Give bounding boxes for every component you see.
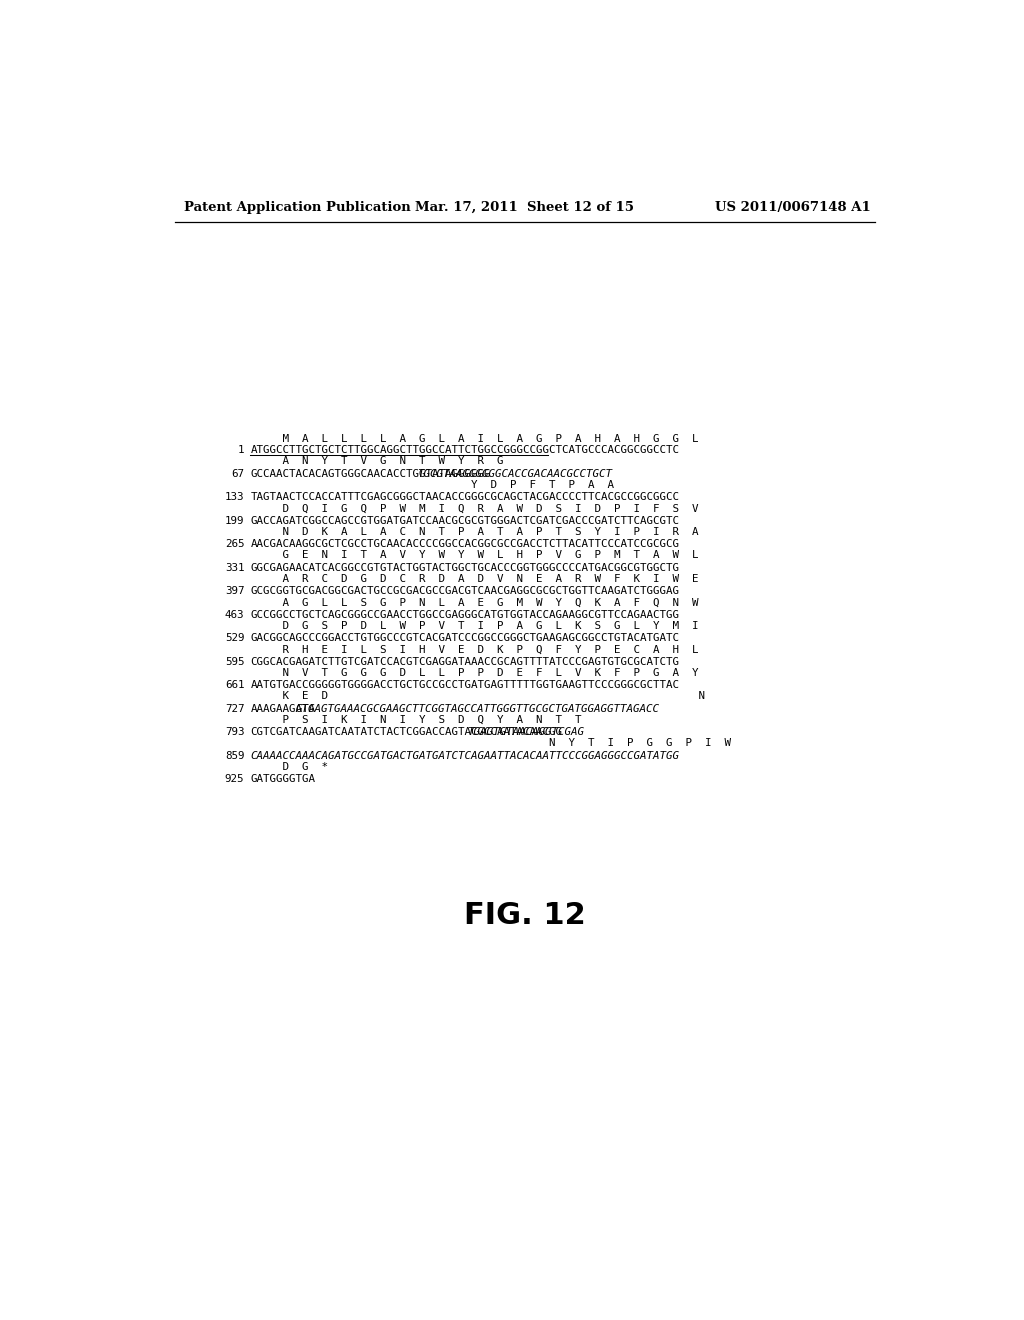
Text: GCGCGGTGCGACGGCGACTGCCGCGACGCCGACGTCAACGAGGCGCGCTGGTTCAAGATCTGGGAG: GCGCGGTGCGACGGCGACTGCCGCGACGCCGACGTCAACG… (251, 586, 680, 597)
Text: US 2011/0067148 A1: US 2011/0067148 A1 (716, 201, 871, 214)
Text: N  D  K  A  L  A  C  N  T  P  A  T  A  P  T  S  Y  I  P  I  R  A: N D K A L A C N T P A T A P T S Y I P I … (251, 527, 699, 537)
Text: Mar. 17, 2011  Sheet 12 of 15: Mar. 17, 2011 Sheet 12 of 15 (416, 201, 634, 214)
Text: AAAGAAGATA: AAAGAAGATA (251, 704, 315, 714)
Text: N  V  T  G  G  G  D  L  L  P  P  D  E  F  L  V  K  F  P  G  A  Y: N V T G G G D L L P P D E F L V K F P G … (251, 668, 699, 677)
Text: GGCGAGAACATCACGGCCGTGTACTGGTACTGGCTGCACCCGGTGGGCCCCATGACGGCGTGGCTG: GGCGAGAACATCACGGCCGTGTACTGGTACTGGCTGCACC… (251, 562, 680, 573)
Text: CGTCGATCAAGATCAATATCTACTCGGACCAGTACGCCAATACAACGG: CGTCGATCAAGATCAATATCTACTCGGACCAGTACGCCAA… (251, 727, 562, 737)
Text: P  S  I  K  I  N  I  Y  S  D  Q  Y  A  N  T  T: P S I K I N I Y S D Q Y A N T T (251, 714, 582, 725)
Text: GACCAGATCGGCCAGCCGTGGATGATCCAACGCGCGTGGGACTCGATCGACCCGATCTTCAGCGTC: GACCAGATCGGCCAGCCGTGGATGATCCAACGCGCGTGGG… (251, 516, 680, 525)
Text: 727: 727 (224, 704, 245, 714)
Text: TGCGTAAGGGGGGCACCGACAACGCCTGCT: TGCGTAAGGGGGGCACCGACAACGCCTGCT (418, 469, 612, 479)
Text: 331: 331 (224, 562, 245, 573)
Text: M  A  L  L  L  L  A  G  L  A  I  L  A  G  P  A  H  A  H  G  G  L: M A L L L L A G L A I L A G P A H A H G … (251, 434, 699, 444)
Text: 463: 463 (224, 610, 245, 619)
Text: GACGGCAGCCCGGACCTGTGGCCCGTCACGATCCCGGCCGGGCTGAAGAGCGGCCTGTACATGATC: GACGGCAGCCCGGACCTGTGGCCCGTCACGATCCCGGCCG… (251, 634, 680, 643)
Text: FIG. 12: FIG. 12 (464, 902, 586, 931)
Text: D  G  S  P  D  L  W  P  V  T  I  P  A  G  L  K  S  G  L  Y  M  I: D G S P D L W P V T I P A G L K S G L Y … (251, 620, 699, 631)
Text: A  G  L  L  S  G  P  N  L  A  E  G  M  W  Y  Q  K  A  F  Q  N  W: A G L L S G P N L A E G M W Y Q K A F Q … (251, 598, 699, 607)
Text: Patent Application Publication: Patent Application Publication (183, 201, 411, 214)
Text: TGAGTGTAACAGGTCGAG: TGAGTGTAACAGGTCGAG (467, 727, 584, 737)
Text: 1: 1 (238, 445, 245, 455)
Text: 859: 859 (224, 751, 245, 760)
Text: N  Y  T  I  P  G  G  P  I  W: N Y T I P G G P I W (251, 738, 731, 748)
Text: GCCAACTACACAGTGGGCAACACCTGGTATAGGGGGG: GCCAACTACACAGTGGGCAACACCTGGTATAGGGGGG (251, 469, 490, 479)
Text: 199: 199 (224, 516, 245, 525)
Text: Y  D  P  F  T  P  A  A: Y D P F T P A A (251, 480, 614, 490)
Text: D  Q  I  G  Q  P  W  M  I  Q  R  A  W  D  S  I  D  P  I  F  S  V: D Q I G Q P W M I Q R A W D S I D P I F … (251, 503, 699, 513)
Text: AACGACAAGGCGCTCGCCTGCAACACCCCGGCCACGGCGCCGACCTCTTACATTCCCATCCGCGCG: AACGACAAGGCGCTCGCCTGCAACACCCCGGCCACGGCGC… (251, 539, 680, 549)
Text: GCCGGCCTGCTCAGCGGGCCGAACCTGGCCGAGGGCATGTGGTACCAGAAGGCGTTCCAGAACTGG: GCCGGCCTGCTCAGCGGGCCGAACCTGGCCGAGGGCATGT… (251, 610, 680, 619)
Text: K  E  D                                                         N: K E D N (251, 692, 706, 701)
Text: GATGGGGTGA: GATGGGGTGA (251, 774, 315, 784)
Text: CAAAACCAAACAGATGCCGATGACTGATGATCTCAGAATTACACAATTCCCGGAGGGCCGATATGG: CAAAACCAAACAGATGCCGATGACTGATGATCTCAGAATT… (251, 751, 680, 760)
Text: AATGTGACCGGGGGTGGGGACCTGCTGCCGCCTGATGAGTTTTTGGTGAAGTTCCCGGGCGCTTAC: AATGTGACCGGGGGTGGGGACCTGCTGCCGCCTGATGAGT… (251, 680, 680, 690)
Text: A  R  C  D  G  D  C  R  D  A  D  V  N  E  A  R  W  F  K  I  W  E: A R C D G D C R D A D V N E A R W F K I … (251, 574, 699, 583)
Text: D  G  *: D G * (251, 762, 329, 772)
Text: 595: 595 (224, 656, 245, 667)
Text: 529: 529 (224, 634, 245, 643)
Text: A  N  Y  T  V  G  N  T  W  Y  R  G: A N Y T V G N T W Y R G (251, 457, 504, 466)
Text: 133: 133 (224, 492, 245, 502)
Text: CGGCACGAGATCTTGTCGATCCACGTCGAGGATAAACCGCAGTTTTATCCCGAGTGTGCGCATCTG: CGGCACGAGATCTTGTCGATCCACGTCGAGGATAAACCGC… (251, 656, 680, 667)
Text: 397: 397 (224, 586, 245, 597)
Text: G  E  N  I  T  A  V  Y  W  Y  W  L  H  P  V  G  P  M  T  A  W  L: G E N I T A V Y W Y W L H P V G P M T A … (251, 550, 699, 560)
Text: 67: 67 (231, 469, 245, 479)
Text: R  H  E  I  L  S  I  H  V  E  D  K  P  Q  F  Y  P  E  C  A  H  L: R H E I L S I H V E D K P Q F Y P E C A … (251, 644, 699, 655)
Text: 661: 661 (224, 680, 245, 690)
Text: GTGAGTGAAACGCGAAGCTTCGGTAGCCATTGGGTTGCGCTGATGGAGGTTAGACC: GTGAGTGAAACGCGAAGCTTCGGTAGCCATTGGGTTGCGC… (296, 704, 659, 714)
Text: TAGTAACTCCACCATTTCGAGCGGGCTAACACCGGGCGCAGCTACGACCCCTTCACGCCGGCGGCC: TAGTAACTCCACCATTTCGAGCGGGCTAACACCGGGCGCA… (251, 492, 680, 502)
Text: 793: 793 (224, 727, 245, 737)
Text: 925: 925 (224, 774, 245, 784)
Text: ATGGCCTTGCTGCTCTTGGCAGGCTTGGCCATTCTGGCCGGGCCGGCTCATGCCCACGGCGGCCTC: ATGGCCTTGCTGCTCTTGGCAGGCTTGGCCATTCTGGCCG… (251, 445, 680, 455)
Text: 265: 265 (224, 539, 245, 549)
